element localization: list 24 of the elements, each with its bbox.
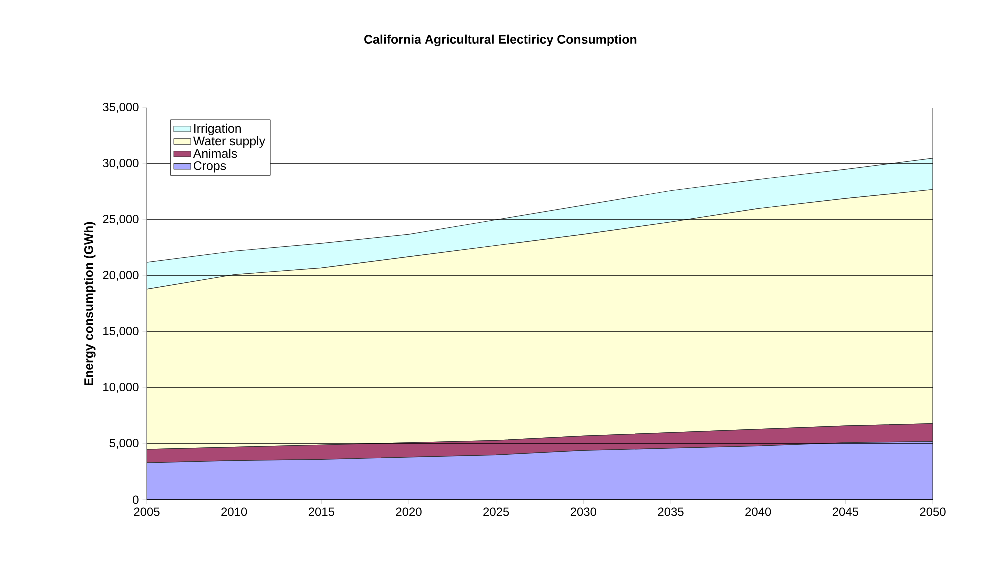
y-tick-label: 5,000: [110, 439, 139, 449]
x-tick-label: 2030: [570, 508, 596, 516]
y-axis-title: Energy consumption (GWh): [84, 222, 96, 386]
legend-label: Water supply: [193, 136, 266, 148]
x-tick-label: 2010: [222, 508, 248, 516]
x-tick-label: 2025: [484, 508, 510, 516]
y-tick-label: 15,000: [104, 327, 139, 337]
y-tick-label: 20,000: [103, 271, 139, 281]
y-tick-label: 30,000: [103, 159, 139, 169]
legend-label: Animals: [193, 148, 238, 158]
legend-label: Crops: [194, 161, 226, 173]
chart-title: California Agricultural Electiricy Consumption: [364, 34, 637, 46]
y-tick-label: 35,000: [103, 103, 139, 113]
y-tick-label: 25,000: [103, 215, 139, 225]
x-tick-label: 2040: [746, 508, 772, 516]
y-tick-label: 0: [133, 496, 139, 504]
y-tick-label: 10,000: [104, 383, 139, 393]
x-tick-label: 2050: [920, 508, 946, 516]
x-tick-label: 2015: [308, 508, 334, 516]
x-tick-label: 2020: [396, 508, 422, 516]
x-tick-label: 2035: [658, 508, 684, 516]
x-tick-label: 2045: [832, 508, 858, 516]
x-tick-label: 2005: [134, 508, 160, 516]
legend-label: Irrigation: [194, 124, 241, 136]
